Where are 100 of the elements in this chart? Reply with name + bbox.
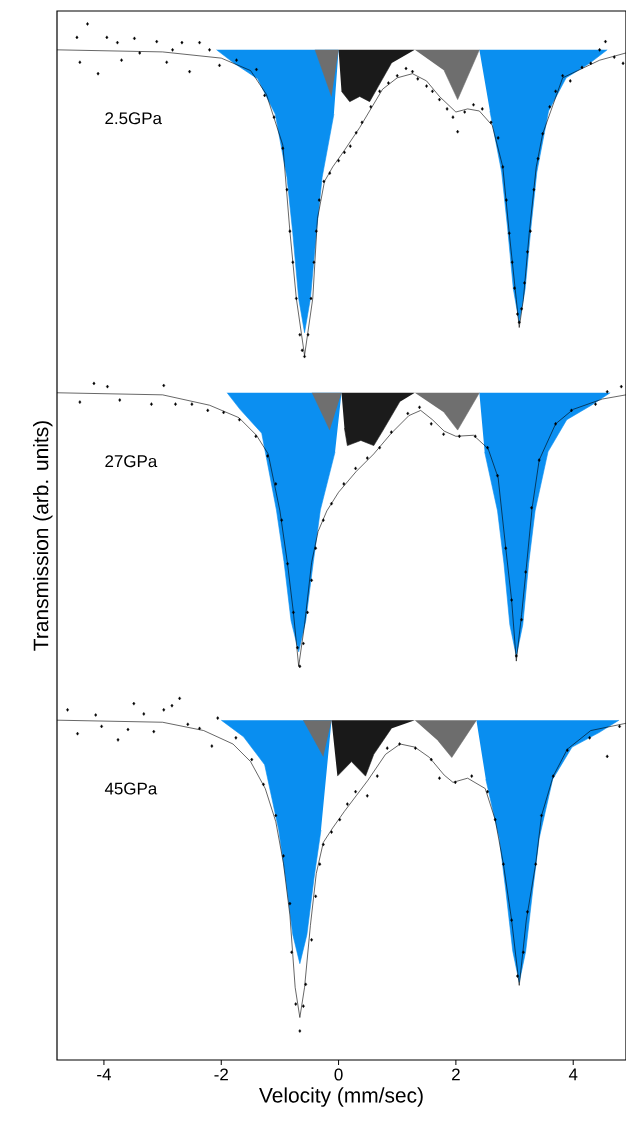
y-axis-title: Transmission (arb. units)	[32, 421, 53, 651]
point	[438, 776, 441, 780]
point	[618, 724, 621, 729]
point	[496, 473, 499, 478]
point	[510, 918, 514, 922]
x-axis-title: Velocity (mm/sec)	[259, 1087, 423, 1107]
point	[286, 561, 289, 566]
point	[132, 701, 136, 706]
point	[100, 724, 103, 729]
point	[216, 716, 220, 720]
point	[318, 862, 322, 866]
point	[150, 402, 153, 406]
point	[442, 432, 445, 437]
point	[190, 402, 194, 406]
point	[298, 1029, 302, 1033]
point	[296, 645, 299, 650]
point	[521, 950, 525, 955]
point	[619, 384, 623, 389]
point	[605, 754, 609, 759]
point	[186, 722, 190, 727]
point	[206, 408, 210, 413]
point	[152, 729, 156, 734]
point	[118, 398, 122, 402]
point	[294, 1002, 298, 1006]
point	[162, 708, 166, 712]
point	[389, 430, 393, 434]
point	[116, 738, 120, 742]
point	[234, 735, 238, 740]
point	[290, 950, 294, 955]
point	[314, 546, 318, 550]
point	[540, 813, 543, 818]
point	[310, 578, 313, 583]
point	[338, 817, 342, 822]
point	[274, 482, 278, 486]
point	[238, 417, 241, 422]
point	[301, 1004, 305, 1008]
point	[342, 482, 346, 486]
point	[178, 696, 181, 701]
point	[170, 703, 174, 708]
point	[314, 894, 318, 899]
point	[385, 746, 389, 750]
point	[330, 501, 333, 506]
point	[354, 789, 357, 794]
point	[174, 402, 177, 406]
point	[262, 782, 265, 787]
point	[605, 389, 609, 394]
x-tick-label: -4	[97, 1068, 111, 1081]
x-tick-label: 2	[452, 1068, 460, 1081]
point	[250, 757, 254, 762]
point	[365, 794, 369, 798]
point	[304, 982, 308, 987]
point	[534, 862, 538, 866]
point	[301, 641, 305, 646]
point	[551, 774, 555, 778]
point	[554, 422, 557, 426]
point	[298, 664, 302, 669]
point	[502, 862, 505, 866]
point	[66, 708, 69, 712]
point	[365, 456, 369, 460]
point	[292, 610, 295, 615]
annotation: 45GPa	[104, 782, 158, 795]
point	[520, 617, 523, 622]
point	[78, 400, 82, 404]
point	[565, 748, 569, 753]
point	[594, 402, 597, 406]
point	[288, 901, 292, 906]
point	[514, 654, 518, 658]
point	[510, 598, 514, 602]
point	[429, 757, 433, 762]
point	[530, 505, 533, 510]
point	[406, 411, 410, 416]
point	[354, 466, 357, 471]
point	[306, 610, 309, 615]
point	[222, 410, 225, 415]
point	[280, 518, 284, 522]
point	[504, 546, 508, 550]
point	[274, 813, 278, 818]
point	[398, 742, 401, 746]
point	[493, 817, 497, 822]
point	[321, 842, 325, 847]
annotation: 2.5GPa	[105, 112, 162, 125]
point	[266, 454, 269, 458]
point	[142, 712, 146, 716]
point	[76, 731, 79, 736]
point	[414, 746, 417, 750]
point	[106, 384, 109, 389]
point	[198, 726, 201, 731]
point	[429, 422, 433, 426]
point	[321, 518, 325, 522]
point	[330, 830, 333, 834]
point	[486, 445, 489, 450]
point	[486, 789, 489, 794]
point	[378, 445, 382, 450]
point	[126, 727, 130, 732]
point	[162, 383, 166, 388]
point	[526, 910, 529, 914]
point	[375, 774, 379, 778]
point	[345, 802, 349, 806]
point	[537, 458, 541, 462]
point	[458, 434, 461, 439]
